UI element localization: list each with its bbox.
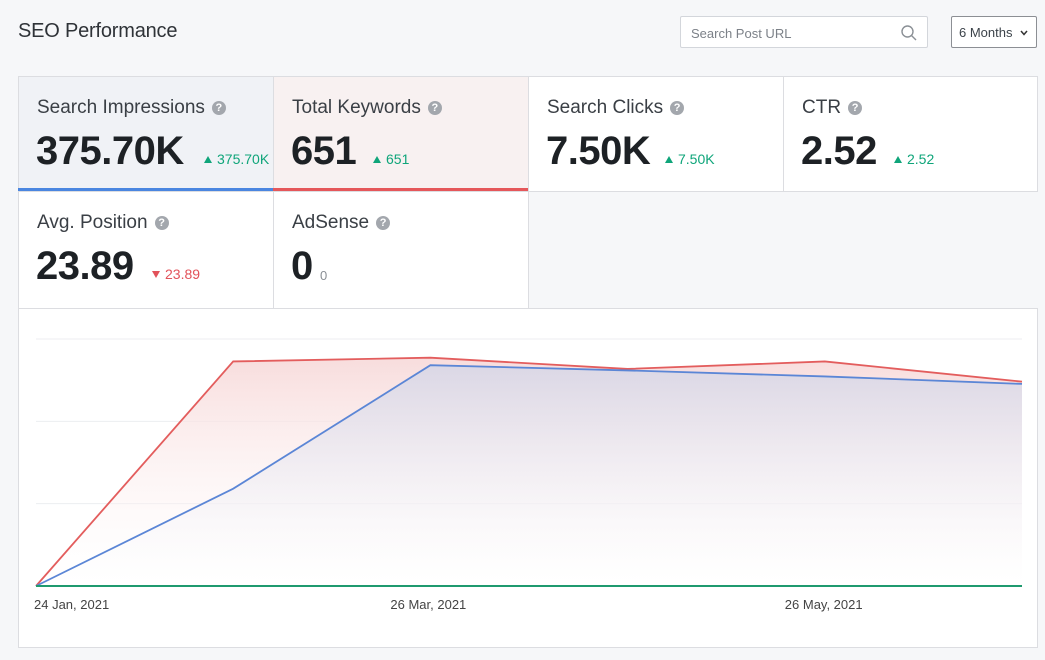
search-icon[interactable] [900, 24, 918, 42]
tile-value: 2.52 [801, 129, 877, 173]
tile-delta-value: 375.70K [217, 151, 270, 167]
tile-delta: 0 [320, 268, 327, 283]
tile-label: Search Clicks [547, 97, 664, 118]
tile-value: 0 [291, 244, 313, 288]
tile-delta-value: 651 [386, 151, 410, 167]
trend-down-icon [152, 270, 160, 278]
tile-delta: 651 [373, 151, 409, 167]
tile-delta-value: 2.52 [907, 151, 935, 167]
page-title: SEO Performance [18, 20, 178, 42]
search-input[interactable] [689, 17, 893, 49]
chevron-down-icon [1020, 30, 1028, 36]
tile-avg-position[interactable]: Avg. Position? 23.89 23.89 [18, 191, 274, 309]
tile-delta-value: 7.50K [678, 151, 715, 167]
x-tick-label: 26 May, 2021 [785, 597, 863, 612]
chart-canvas: 24 Jan, 2021 26 Mar, 2021 26 May, 2021 [34, 338, 1023, 612]
trend-up-icon [204, 155, 212, 163]
tile-search-clicks[interactable]: Search Clicks? 7.50K 7.50K [528, 76, 784, 192]
x-tick-label: 24 Jan, 2021 [34, 597, 109, 612]
search-post-url-field[interactable] [680, 16, 928, 49]
help-icon[interactable]: ? [670, 101, 685, 115]
series-line-keywords[interactable] [35, 356, 1023, 587]
help-icon[interactable]: ? [427, 101, 442, 115]
tile-value: 651 [291, 129, 357, 173]
series-line-impressions[interactable] [35, 364, 1023, 587]
period-value: 6 Months [959, 24, 1013, 40]
trend-up-icon [894, 155, 902, 163]
tile-label: AdSense [292, 212, 370, 233]
x-tick-label: 26 Mar, 2021 [390, 597, 466, 612]
tile-delta: 375.70K [204, 151, 269, 167]
tile-value: 375.70K [36, 129, 184, 173]
help-icon[interactable]: ? [848, 101, 863, 115]
period-select[interactable]: 6 Months [951, 16, 1037, 48]
tile-label: Total Keywords [292, 97, 421, 118]
tile-label: CTR [802, 97, 842, 118]
tile-label: Search Impressions [37, 97, 205, 118]
tile-ctr[interactable]: CTR? 2.52 2.52 [783, 76, 1038, 192]
help-icon[interactable]: ? [376, 216, 391, 230]
tile-delta: 2.52 [894, 151, 934, 167]
tile-delta-value: 23.89 [165, 266, 201, 282]
series-indicator [273, 188, 529, 192]
tile-delta-value: 0 [320, 268, 328, 283]
tile-total-keywords[interactable]: Total Keywords? 651 651 [273, 76, 529, 192]
tile-delta: 23.89 [152, 266, 200, 282]
performance-chart: 24 Jan, 2021 26 Mar, 2021 26 May, 2021 [18, 308, 1038, 648]
tile-delta: 7.50K [665, 151, 715, 167]
tile-adsense[interactable]: AdSense? 0 0 [273, 191, 529, 309]
trend-up-icon [665, 155, 673, 163]
tile-value: 7.50K [546, 129, 651, 173]
series-area-impressions [36, 365, 1022, 586]
help-icon[interactable]: ? [154, 216, 169, 230]
tile-value: 23.89 [36, 244, 134, 288]
trend-up-icon [373, 155, 381, 163]
series-indicator [18, 188, 274, 192]
tile-search-impressions[interactable]: Search Impressions? 375.70K 375.70K [18, 76, 274, 192]
help-icon[interactable]: ? [211, 101, 226, 115]
tile-label: Avg. Position [37, 212, 148, 233]
